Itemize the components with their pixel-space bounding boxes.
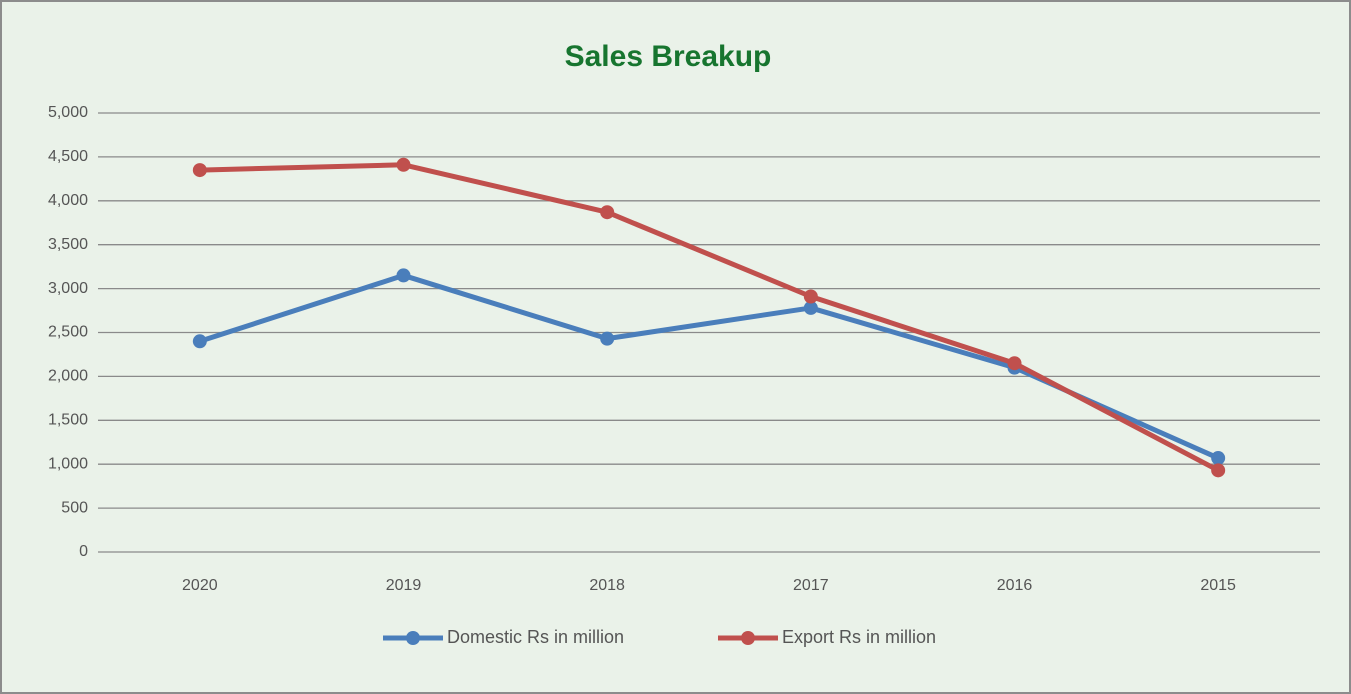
x-tick-label: 2016: [997, 577, 1033, 594]
y-tick-label: 4,000: [48, 192, 88, 209]
y-tick-label: 3,500: [48, 236, 88, 253]
y-tick-label: 4,500: [48, 148, 88, 165]
point: [192, 163, 207, 178]
x-tick-label: 2019: [386, 577, 422, 594]
x-tick-label: 2015: [1200, 577, 1236, 594]
y-tick-label: 1,500: [48, 412, 88, 429]
point: [803, 300, 818, 315]
y-tick-label: 1,000: [48, 455, 88, 472]
y-tick-label: 3,000: [48, 280, 88, 297]
point: [192, 334, 207, 349]
point: [396, 157, 411, 172]
point: [803, 289, 818, 304]
y-tick-label: 5,000: [48, 104, 88, 121]
chart-title: Sales Breakup: [565, 40, 772, 73]
legend-marker: [406, 631, 420, 645]
legend-label: Domestic Rs in million: [447, 627, 624, 647]
legend-label: Export Rs in million: [782, 627, 936, 647]
x-tick-label: 2020: [182, 577, 218, 594]
point: [1007, 356, 1022, 371]
series-line: [199, 162, 1220, 473]
x-tick-label: 2018: [589, 577, 625, 594]
point: [1211, 463, 1226, 478]
x-tick-label: 2017: [793, 577, 829, 594]
point: [600, 205, 615, 220]
y-tick-label: 2,500: [48, 324, 88, 341]
y-tick-label: 2,000: [48, 368, 88, 385]
legend-marker: [741, 631, 755, 645]
y-tick-label: 0: [79, 543, 88, 560]
point: [1211, 451, 1226, 466]
point: [600, 331, 615, 346]
y-tick-label: 500: [61, 499, 88, 516]
point: [396, 268, 411, 283]
